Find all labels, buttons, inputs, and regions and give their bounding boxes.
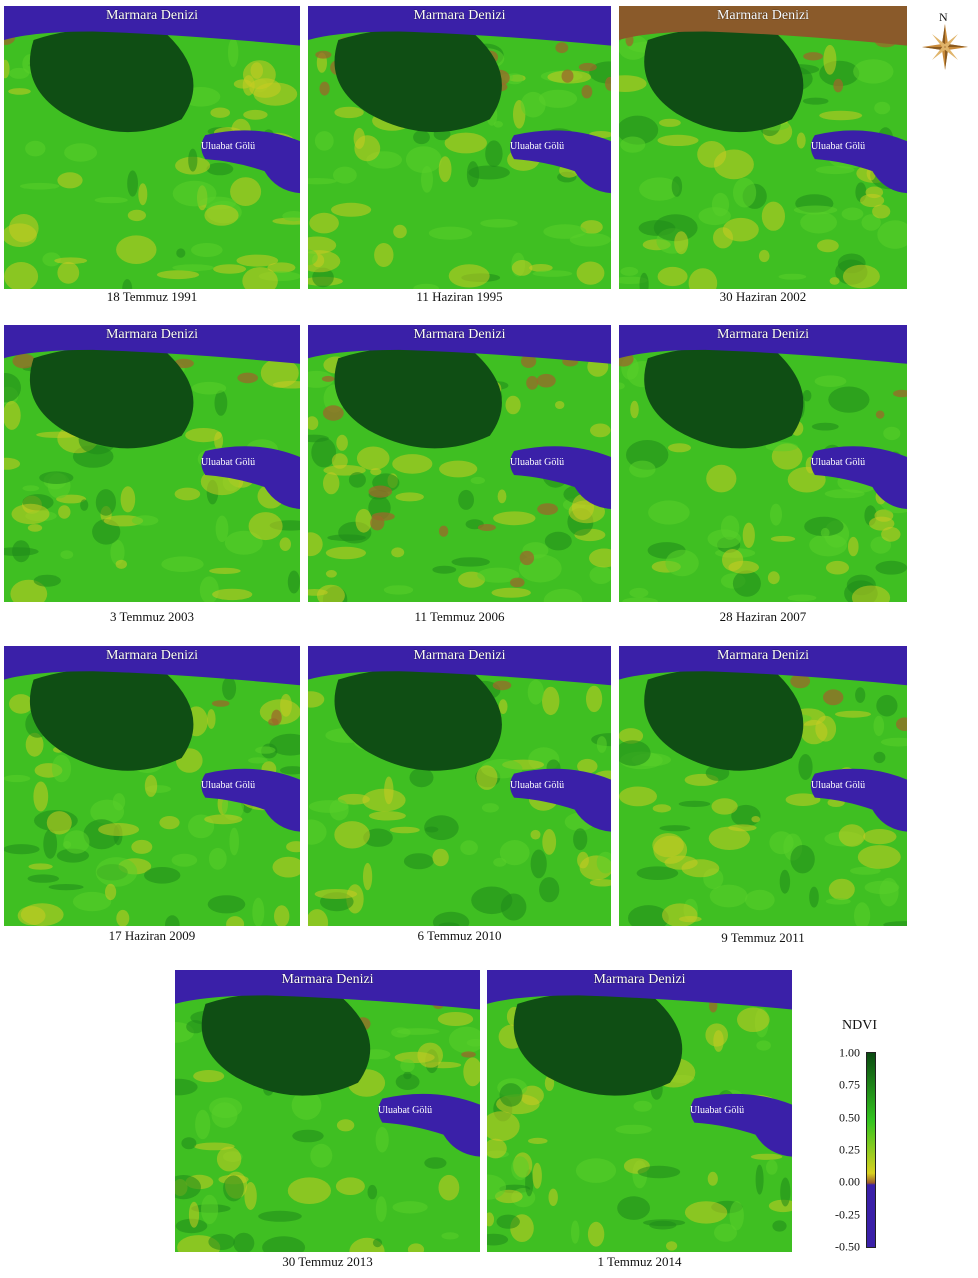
panel-date-caption: 11 Haziran 1995 — [416, 289, 503, 304]
sea-label: Marmara Denizi — [593, 972, 686, 987]
legend-tick-label: 0.25 — [839, 1142, 860, 1157]
ndvi-map-panel: Marmara Denizi Uluabat Gölü — [308, 325, 611, 602]
sea-label: Marmara Denizi — [281, 972, 374, 987]
panel-date-caption: 6 Temmuz 2010 — [417, 928, 502, 943]
ndvi-map-panel: Marmara Denizi Uluabat Gölü — [308, 6, 611, 289]
lake-label: Uluabat Gölü — [510, 141, 565, 152]
ndvi-map-panel: Marmara Denizi Uluabat Gölü — [619, 325, 907, 602]
lake-label: Uluabat Gölü — [201, 780, 256, 791]
legend-color-bar — [866, 1052, 876, 1248]
ndvi-map-panel: Marmara Denizi Uluabat Gölü — [4, 646, 300, 926]
ndvi-map-panel: Marmara Denizi Uluabat Gölü — [487, 970, 792, 1252]
ndvi-map-panel: Marmara Denizi Uluabat Gölü — [619, 646, 907, 926]
panel-date-caption: 30 Haziran 2002 — [719, 289, 807, 304]
panel-date-caption: 28 Haziran 2007 — [719, 609, 807, 624]
ndvi-map-panel: Marmara Denizi Uluabat Gölü — [619, 6, 907, 289]
legend-tick-label: 0.00 — [839, 1174, 860, 1189]
ndvi-map-panel: Marmara Denizi Uluabat Gölü — [4, 6, 300, 289]
legend-tick-label: 0.75 — [839, 1077, 860, 1092]
sea-label: Marmara Denizi — [413, 8, 506, 23]
sea-label: Marmara Denizi — [105, 8, 199, 23]
lake-label: Uluabat Gölü — [811, 780, 866, 791]
ndvi-map-panel: Marmara Denizi Uluabat Gölü — [175, 970, 480, 1252]
ndvi-map-panel: Marmara Denizi Uluabat Gölü — [308, 646, 611, 926]
lake-label: Uluabat Gölü — [378, 1105, 433, 1116]
north-arrow: N — [920, 10, 970, 70]
panel-date-caption: 1 Temmuz 2014 — [597, 1254, 682, 1269]
panel-date-caption: 11 Temmuz 2006 — [414, 609, 505, 624]
panel-date-caption: 3 Temmuz 2003 — [109, 609, 195, 624]
sea-label: Marmara Denizi — [105, 327, 199, 342]
panel-date-caption: 30 Temmuz 2013 — [282, 1254, 373, 1269]
sea-label: Marmara Denizi — [105, 648, 199, 663]
lake-label: Uluabat Gölü — [510, 457, 565, 468]
lake-label: Uluabat Gölü — [201, 457, 256, 468]
compass-rose-icon — [922, 24, 968, 70]
legend-tick-label: 0.50 — [839, 1110, 860, 1125]
lake-label: Uluabat Gölü — [201, 141, 256, 152]
lake-label: Uluabat Gölü — [690, 1105, 745, 1116]
panel-date-caption: 9 Temmuz 2011 — [721, 930, 805, 945]
legend-tick-label: -0.50 — [835, 1239, 860, 1254]
lake-label: Uluabat Gölü — [811, 141, 866, 152]
panel-date-caption: 18 Temmuz 1991 — [106, 289, 198, 304]
panel-date-caption: 17 Haziran 2009 — [108, 928, 196, 943]
ndvi-legend: NDVI 1.00 0.75 0.50 0.25 0.00 -0.25 -0.50 — [818, 1018, 908, 1258]
legend-title: NDVI — [842, 1018, 877, 1033]
legend-tick-label: 1.00 — [839, 1045, 860, 1060]
sea-label: Marmara Denizi — [716, 327, 810, 342]
ndvi-map-panel: Marmara Denizi Uluabat Gölü — [4, 325, 300, 602]
sea-label: Marmara Denizi — [716, 648, 810, 663]
legend-tick-label: -0.25 — [835, 1207, 860, 1222]
sea-label: Marmara Denizi — [413, 648, 506, 663]
lake-label: Uluabat Gölü — [510, 780, 565, 791]
north-label: N — [939, 10, 948, 24]
lake-label: Uluabat Gölü — [811, 457, 866, 468]
sea-label: Marmara Denizi — [716, 8, 810, 23]
sea-label: Marmara Denizi — [413, 327, 506, 342]
